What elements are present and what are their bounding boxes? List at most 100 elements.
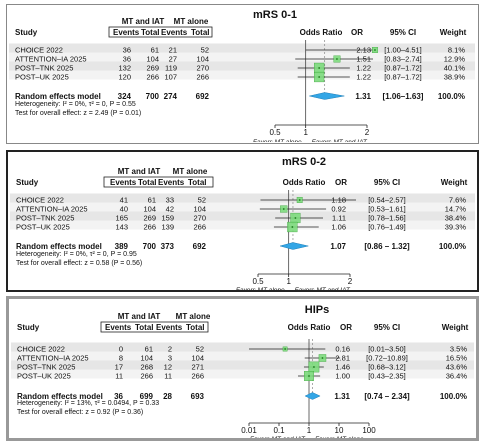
total-control: 266: [196, 73, 209, 82]
forest-plot-mrs01: mRS 0-1 MT and IAT MT alone Study Events Tota…: [6, 4, 479, 144]
row-background: [10, 193, 475, 203]
events-treatment: 165: [115, 214, 128, 223]
column-header-study: Study: [17, 323, 40, 332]
group-label-treatment: MT and IAT: [118, 312, 161, 321]
weight-value: 36.4%: [446, 372, 468, 381]
weight-value: 14.7%: [445, 205, 467, 214]
ci-value: [0.01–3.50]: [368, 345, 406, 354]
or-value: 1.11: [332, 214, 346, 223]
pooled-total-control: 692: [196, 92, 210, 101]
column-header-ci: 95% CI: [390, 28, 416, 37]
events-control: 107: [164, 73, 177, 82]
point-estimate-dot: [321, 357, 324, 359]
total-treatment: 61: [148, 196, 156, 205]
study-name: CHOICE 2022: [17, 345, 65, 354]
row-background: [11, 351, 474, 361]
or-value: 1.06: [331, 223, 346, 232]
events-control: 119: [165, 64, 177, 73]
forest-plot-mrs02: mRS 0-2 MT and IAT MT alone Study Events Tota…: [6, 150, 479, 292]
overall-effect-text: Test for overall effect: z = 0.58 (P = 0…: [16, 260, 142, 267]
x-axis-tick-label: 0.5: [252, 277, 264, 286]
pooled-label: Random effects model: [17, 392, 103, 401]
favors-left-label: Favors MT alone: [236, 287, 285, 290]
favors-left-label: Favors MT alone: [253, 139, 302, 142]
total-control: 266: [193, 223, 206, 232]
pooled-events-control: 373: [161, 242, 175, 251]
total-treatment: 269: [143, 214, 156, 223]
events-treatment: 40: [120, 205, 128, 214]
ci-value: [0.53–1.61]: [368, 205, 406, 214]
column-header-weight: Weight: [442, 323, 469, 332]
events-control: 33: [166, 196, 174, 205]
events-control: 42: [166, 205, 174, 214]
study-name: POST–UK 2025: [15, 73, 69, 82]
ci-value: [0.43–2.35]: [368, 372, 406, 381]
column-header-weight: Weight: [441, 178, 468, 187]
x-axis-tick-label: 0.1: [273, 426, 285, 435]
pooled-weight-value: 100.0%: [440, 392, 467, 401]
total-control: 104: [193, 205, 206, 214]
column-header-events: Events: [113, 28, 140, 37]
ci-value: [1.00–4.51]: [384, 46, 422, 55]
row-background: [10, 211, 475, 221]
events-treatment: 11: [115, 372, 123, 381]
ci-value: [0.83–2.74]: [384, 55, 422, 64]
or-value: 2.13: [356, 46, 371, 55]
or-value: 1.22: [356, 64, 371, 73]
chart-title: HIPs: [305, 304, 329, 316]
total-control: 270: [193, 214, 206, 223]
weight-value: 8.1%: [448, 46, 465, 55]
point-estimate-dot: [336, 58, 338, 60]
study-name: CHOICE 2022: [16, 196, 64, 205]
point-estimate-dot: [374, 49, 376, 51]
x-axis-tick-label: 2: [348, 277, 353, 286]
point-estimate-dot: [282, 208, 285, 210]
point-estimate-dot: [291, 226, 294, 228]
x-axis-tick-label: 10: [335, 426, 344, 435]
events-control: 21: [169, 46, 177, 55]
row-background: [9, 43, 475, 53]
weight-value: 39.3%: [445, 223, 467, 232]
pooled-total-control: 693: [191, 392, 205, 401]
column-header-ci: 95% CI: [374, 323, 400, 332]
pooled-weight-value: 100.0%: [438, 92, 465, 101]
events-treatment: 36: [123, 46, 131, 55]
pooled-total-treatment: 700: [146, 92, 160, 101]
column-header-study: Study: [16, 178, 39, 187]
column-header-total: Total: [186, 323, 205, 332]
forest-plot-hips: HIPs MT and IAT MT alone Study Events Total Ev…: [6, 296, 479, 441]
point-estimate-dot: [308, 375, 310, 377]
events-treatment: 120: [118, 73, 131, 82]
events-treatment: 143: [115, 223, 128, 232]
heterogeneity-text: Heterogeneity: I² = 13%, τ² = 0.0494, P …: [17, 400, 159, 407]
ci-value: [0.87–1.72]: [384, 64, 422, 73]
pooled-label: Random effects model: [16, 242, 102, 251]
events-treatment: 0: [119, 345, 123, 354]
or-value: 1.18: [331, 196, 346, 205]
x-axis-tick-label: 0.01: [241, 426, 257, 435]
total-treatment: 268: [140, 363, 153, 372]
column-header-total: Total: [191, 28, 210, 37]
column-header-events: Events: [105, 323, 132, 332]
study-name: ATTENTION–IA 2025: [16, 205, 88, 214]
favors-right-label: Favors MT and IAT: [295, 287, 351, 290]
column-header-total: Total: [138, 178, 157, 187]
pooled-total-treatment: 699: [140, 392, 154, 401]
total-control: 104: [191, 354, 204, 363]
point-estimate-dot: [313, 366, 315, 368]
column-header-or: OR: [335, 178, 347, 187]
column-header-or: OR: [351, 28, 363, 37]
pooled-or-value: 1.31: [355, 92, 371, 101]
study-name: POST–TNK 2025: [16, 214, 74, 223]
study-name: POST–UK 2025: [16, 223, 70, 232]
or-value: 1.00: [335, 372, 350, 381]
heterogeneity-text: Heterogeneity: I² = 0%, τ² = 0, P = 0.95: [16, 251, 137, 258]
favors-left-label: Favors MT and IAT: [250, 436, 306, 438]
total-treatment: 266: [143, 223, 156, 232]
x-axis-tick-label: 1: [303, 128, 308, 137]
column-header-total: Total: [141, 28, 160, 37]
total-control: 104: [196, 55, 209, 64]
total-control: 52: [196, 345, 204, 354]
